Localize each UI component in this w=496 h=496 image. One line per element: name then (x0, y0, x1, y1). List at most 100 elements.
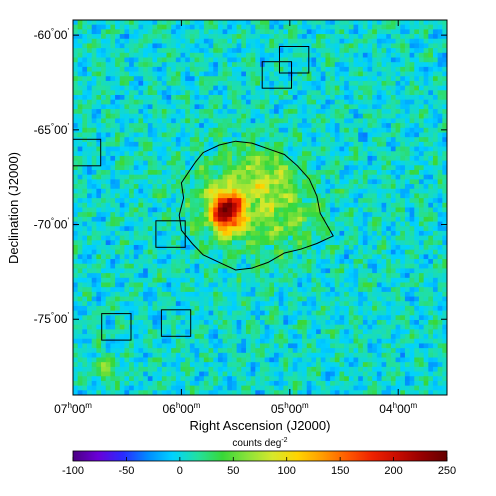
heatmap-cell (320, 184, 326, 190)
heatmap-cell (87, 76, 93, 82)
heatmap-cell (96, 202, 102, 208)
heatmap-cell (124, 71, 130, 77)
heatmap-cell (432, 95, 439, 101)
heatmap-cell (376, 263, 382, 269)
heatmap-cell (344, 296, 350, 302)
heatmap-cell (91, 95, 97, 101)
heatmap-cell (334, 123, 340, 129)
heatmap-cell (152, 38, 158, 44)
heatmap-cell (381, 76, 387, 82)
heatmap-cell (386, 80, 392, 87)
heatmap-cell (283, 71, 289, 77)
heatmap-cell (288, 202, 294, 208)
heatmap-cell (372, 259, 378, 265)
heatmap-cell (442, 207, 447, 213)
heatmap-cell (274, 259, 280, 265)
heatmap-cell (255, 113, 261, 119)
heatmap-cell (316, 52, 322, 58)
heatmap-cell (330, 151, 336, 157)
heatmap-cell (250, 34, 256, 40)
heatmap-cell (152, 20, 158, 26)
heatmap-cell (414, 29, 420, 35)
heatmap-cell (269, 109, 275, 115)
heatmap-cell (418, 165, 425, 171)
heatmap-cell (96, 198, 102, 204)
heatmap-cell (344, 254, 350, 260)
heatmap-cell (241, 202, 247, 208)
heatmap-cell (437, 34, 443, 40)
heatmap-cell (87, 184, 93, 190)
heatmap-cell (185, 80, 191, 87)
heatmap-cell (203, 123, 209, 129)
heatmap-cell (432, 291, 439, 297)
heatmap-cell (432, 76, 439, 82)
heatmap-cell (171, 80, 177, 87)
heatmap-cell (367, 221, 373, 227)
heatmap-cell (231, 174, 238, 180)
heatmap-cell (250, 104, 256, 110)
heatmap-cell (138, 296, 144, 302)
heatmap-cell (161, 263, 167, 269)
heatmap-cell (395, 104, 401, 110)
heatmap-cell (245, 109, 252, 115)
heatmap-cell (362, 202, 368, 208)
heatmap-cell (390, 155, 396, 162)
heatmap-cell (409, 268, 415, 274)
heatmap-cell (409, 85, 415, 91)
heatmap-cell (292, 113, 298, 119)
heatmap-cell (395, 90, 401, 96)
heatmap-cell (400, 146, 406, 152)
heatmap-cell (376, 43, 382, 49)
heatmap-cell (432, 57, 439, 63)
heatmap-cell (442, 141, 447, 147)
heatmap-cell (400, 151, 406, 157)
heatmap-cell (288, 170, 294, 176)
heatmap-cell (400, 249, 406, 255)
heatmap-cell (152, 240, 158, 246)
heatmap-cell (115, 287, 121, 293)
heatmap-cell (344, 57, 350, 63)
heatmap-cell (208, 301, 214, 307)
heatmap-cell (185, 263, 191, 269)
heatmap-cell (376, 38, 382, 44)
heatmap-cell (302, 90, 308, 96)
heatmap-cell (180, 71, 186, 77)
heatmap-cell (124, 301, 130, 307)
heatmap-cell (334, 66, 340, 72)
heatmap-cell (129, 301, 135, 307)
heatmap-cell (274, 221, 280, 227)
heatmap-cell (260, 170, 266, 176)
heatmap-cell (264, 20, 270, 26)
heatmap-cell (311, 226, 317, 232)
heatmap-cell (138, 104, 144, 110)
heatmap-cell (91, 34, 97, 40)
heatmap-cell (414, 240, 420, 246)
heatmap-cell (208, 179, 214, 185)
heatmap-cell (418, 24, 425, 30)
heatmap-cell (260, 301, 266, 307)
heatmap-cell (414, 146, 420, 152)
heatmap-cell (423, 113, 429, 119)
heatmap-cell (320, 263, 326, 269)
heatmap-cell (180, 216, 186, 222)
heatmap-cell (423, 118, 429, 124)
heatmap-cell (227, 85, 233, 91)
heatmap-cell (199, 66, 205, 72)
heatmap-cell (437, 48, 443, 54)
heatmap-cell (222, 263, 228, 269)
heatmap-cell (175, 259, 181, 265)
heatmap-cell (110, 282, 116, 288)
heatmap-cell (236, 254, 242, 260)
heatmap-cell (161, 80, 167, 87)
heatmap-cell (288, 296, 294, 302)
heatmap-cell (101, 174, 107, 180)
heatmap-cell (353, 151, 359, 157)
heatmap-cell (101, 141, 107, 147)
heatmap-cell (400, 52, 406, 58)
heatmap-cell (432, 202, 439, 208)
heatmap-cell (292, 62, 298, 68)
heatmap-cell (404, 48, 411, 54)
heatmap-cell (91, 155, 97, 162)
heatmap-cell (306, 43, 312, 49)
heatmap-cell (386, 141, 392, 147)
